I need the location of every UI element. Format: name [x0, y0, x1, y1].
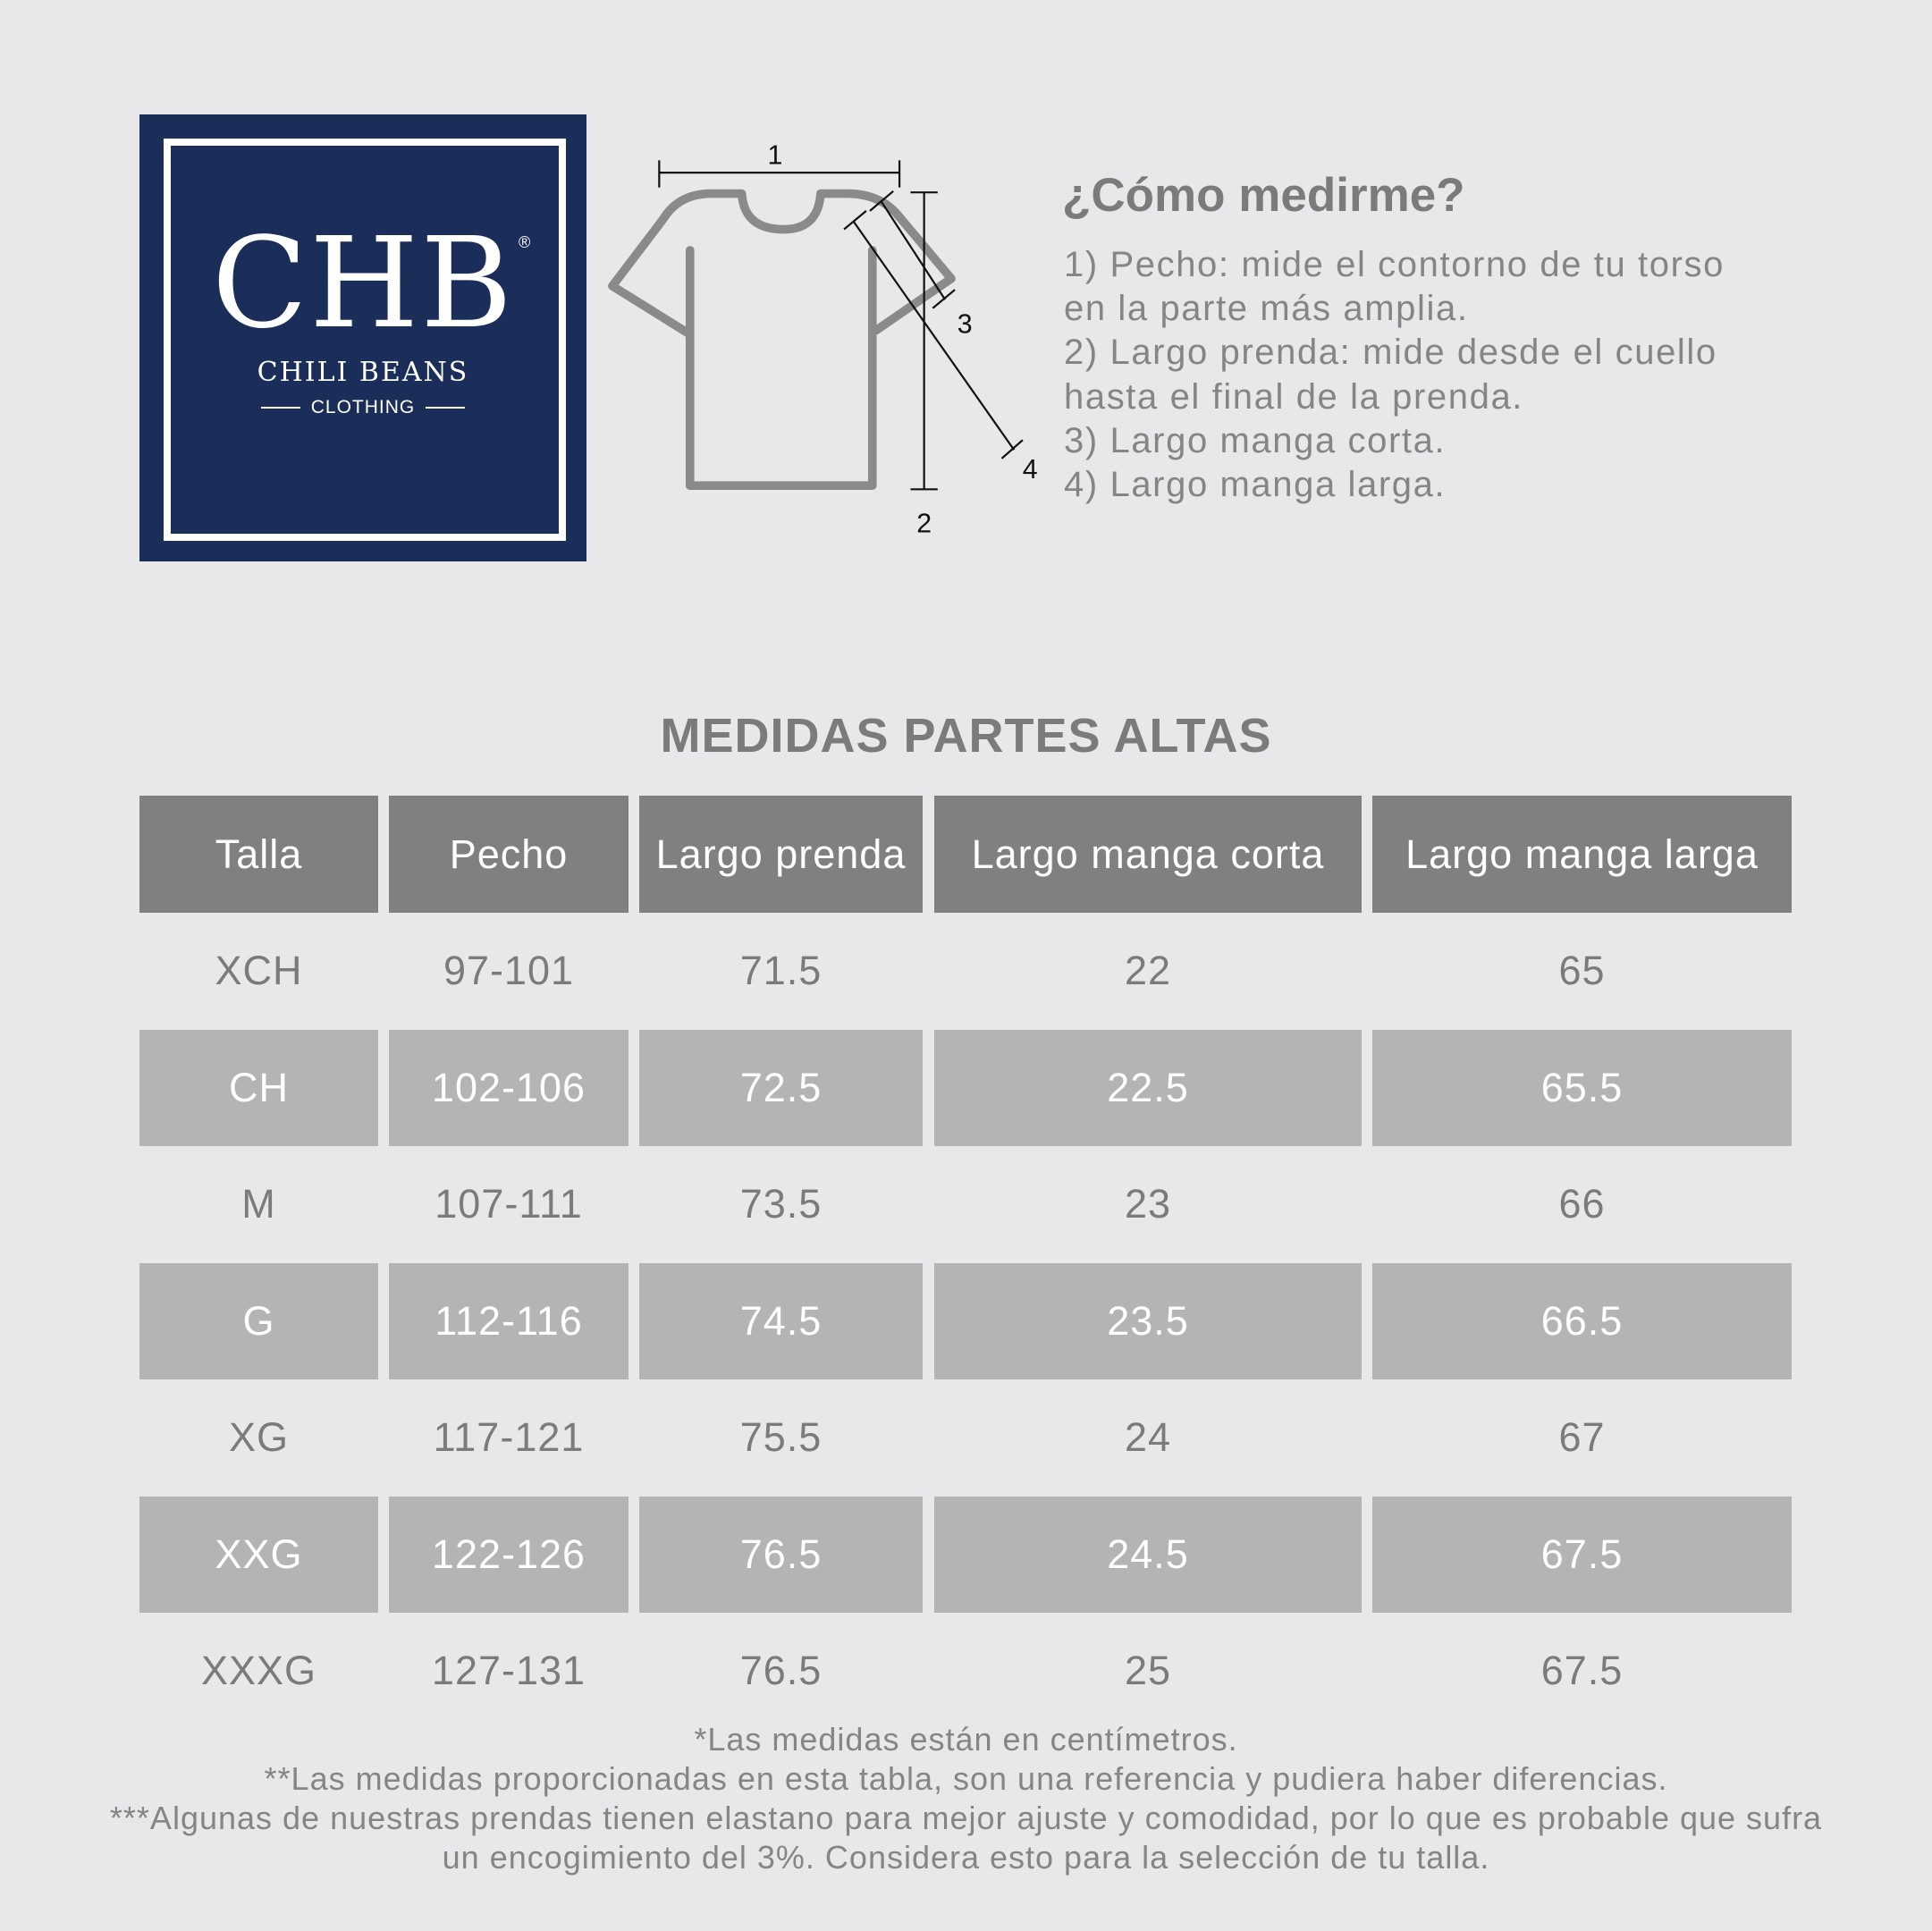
howto-line: en la parte más amplia.: [1064, 289, 1469, 329]
table-cell: 22: [1124, 948, 1172, 994]
table-cell: 67.5: [1372, 1496, 1792, 1613]
logo-frame: [164, 139, 566, 541]
table-cell: 25: [1124, 1648, 1172, 1694]
dimension-line-4: [853, 221, 1016, 451]
dimension-label-3: 3: [958, 309, 973, 339]
header-cell: Talla: [139, 796, 378, 913]
table-cell: 24: [1124, 1414, 1172, 1461]
table-cell: 76.5: [639, 1496, 923, 1613]
dimension-line-3: [880, 200, 946, 300]
table-cell: 112-116: [389, 1262, 629, 1379]
table-cell: XCH: [215, 948, 303, 994]
dimension-label-1: 1: [767, 140, 782, 170]
header-cell: Pecho: [389, 796, 629, 913]
dimension-label-4: 4: [1023, 455, 1038, 485]
logo-sub: CLOTHING: [139, 397, 586, 417]
footnote: *Las medidas están en centímetros.: [694, 1721, 1238, 1758]
footnote: ***Algunas de nuestras prendas tienen el…: [109, 1800, 1823, 1836]
howto-title: ¿Cómo medirme?: [1062, 169, 1465, 222]
table-cell: 75.5: [739, 1414, 823, 1461]
howto-instructions: 1) Pecho: mide el contorno de tu torso e…: [1064, 243, 1725, 507]
dimension-label-2: 2: [916, 510, 932, 539]
table-cell: 102-106: [389, 1029, 629, 1146]
table-cell: XXG: [139, 1496, 378, 1613]
howto-line: 2) Largo prenda: mide desde el cuello: [1064, 333, 1717, 373]
table-cell: XXXG: [200, 1648, 317, 1694]
table-cell: 97-101: [443, 948, 575, 994]
header-cell: Largo prenda: [639, 796, 923, 913]
howto-line: hasta el final de la prenda.: [1064, 376, 1524, 417]
howto-line: 1) Pecho: mide el contorno de tu torso: [1064, 245, 1725, 284]
header-cell: Largo manga larga: [1372, 796, 1792, 913]
howto-line: 4) Largo manga larga.: [1064, 465, 1447, 505]
table-cell: G: [139, 1262, 378, 1379]
footnotes: *Las medidas están en centímetros. **Las…: [0, 1720, 1932, 1877]
table-cell: 72.5: [639, 1029, 923, 1146]
table-cell: 67: [1558, 1414, 1606, 1461]
brand-logo: CHB ® CHILI BEANS CLOTHING: [139, 114, 586, 561]
logo-name: CHILI BEANS: [257, 357, 469, 388]
table-cell: XG: [228, 1414, 290, 1461]
table-cell: CH: [139, 1029, 378, 1146]
table-cell: 107-111: [434, 1181, 583, 1227]
table-cell: 74.5: [639, 1262, 923, 1379]
table-cell: 23: [1124, 1181, 1172, 1227]
header-cell: Largo manga corta: [934, 796, 1362, 913]
table-cell: 65: [1558, 948, 1606, 994]
footnote: un encogimiento del 3%. Considera esto p…: [442, 1839, 1490, 1876]
table-cell: 117-121: [433, 1414, 585, 1461]
table-cell: 66.5: [1372, 1262, 1792, 1379]
logo-mark: CHB: [211, 211, 515, 357]
table-cell: 127-131: [431, 1648, 586, 1694]
table-cell: 73.5: [739, 1181, 823, 1227]
footnote: **Las medidas proporcionadas en esta tab…: [264, 1760, 1668, 1797]
table-cell: 71.5: [739, 948, 823, 994]
table-cell: 23.5: [934, 1262, 1362, 1379]
table-cell: 66: [1558, 1181, 1606, 1227]
howto-line: 3) Largo manga corta.: [1064, 420, 1447, 460]
table-cell: 24.5: [934, 1496, 1362, 1613]
table-cell: M: [241, 1181, 276, 1227]
table-cell: 22.5: [934, 1029, 1362, 1146]
registered-mark: ®: [519, 233, 531, 251]
tshirt-icon: [608, 189, 956, 491]
table-cell: 76.5: [739, 1648, 823, 1694]
table-cell: 65.5: [1372, 1029, 1792, 1146]
table-title: MEDIDAS PARTES ALTAS: [660, 709, 1272, 763]
table-cell: 67.5: [1540, 1648, 1624, 1694]
table-cell: 122-126: [389, 1496, 629, 1613]
